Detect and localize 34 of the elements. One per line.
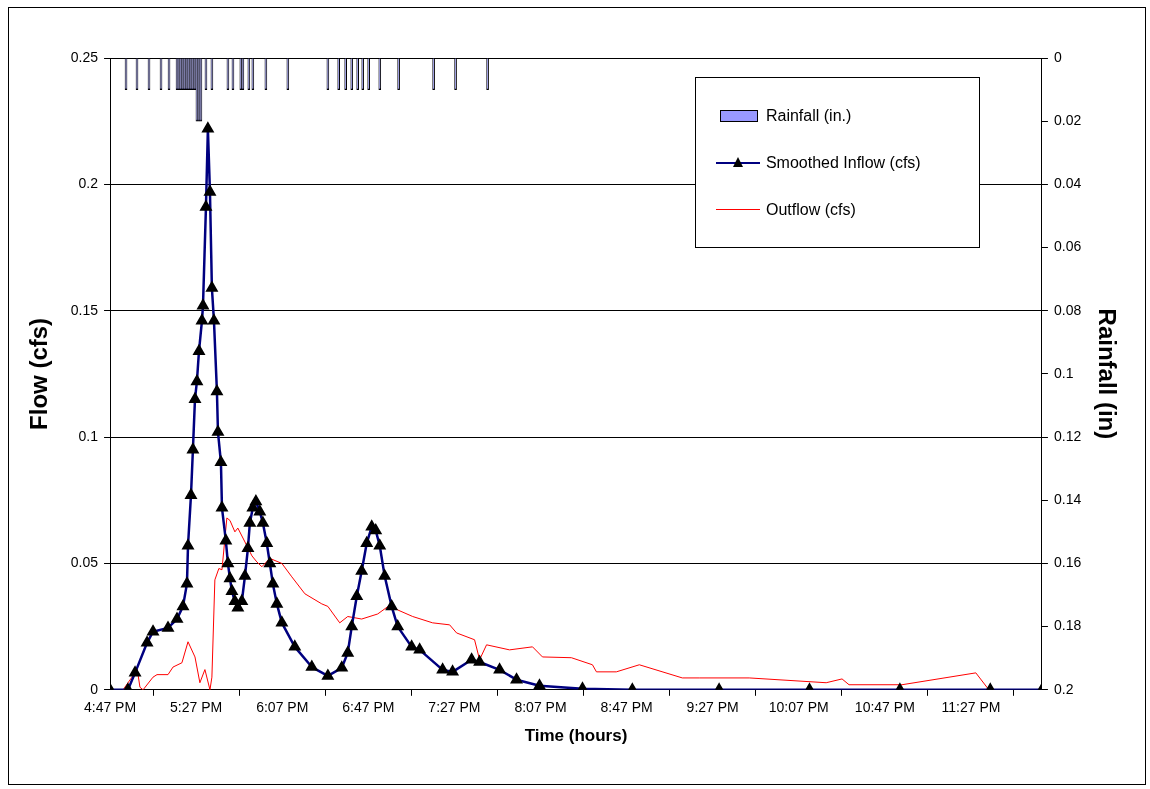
x-tick-label: 4:47 PM xyxy=(83,699,137,716)
y2-tick-label: 0.18 xyxy=(1053,617,1082,634)
legend-label: Outflow (cfs) xyxy=(765,200,856,219)
y2-tick-label: 0.14 xyxy=(1053,491,1082,508)
y2-tick-label: 0.2 xyxy=(1053,680,1074,697)
y2-tick-label: 0.1 xyxy=(1053,364,1074,381)
legend-label: Smoothed Inflow (cfs) xyxy=(765,153,921,172)
y-tick-label: 0.2 xyxy=(78,175,99,192)
y-tick-label: 0.15 xyxy=(70,301,99,318)
y2-tick-label: 0.04 xyxy=(1053,175,1082,192)
y-tick-label: 0.1 xyxy=(78,427,99,444)
y-tick-label: 0.05 xyxy=(70,554,99,571)
y2-tick-label: 0.02 xyxy=(1053,112,1082,129)
x-tick-label: 7:27 PM xyxy=(428,699,481,716)
x-tick-label: 11:27 PM xyxy=(941,699,1001,716)
x-tick-label: 5:27 PM xyxy=(170,699,223,716)
y-tick-label: 0.25 xyxy=(70,48,99,65)
y2-tick-label: 0.06 xyxy=(1053,238,1082,255)
x-tick-label: 9:27 PM xyxy=(686,699,739,716)
x-tick-label: 10:07 PM xyxy=(768,699,829,716)
x-tick-label: 6:07 PM xyxy=(256,699,309,716)
y2-tick-label: 0.12 xyxy=(1053,427,1082,444)
x-tick-label: 10:47 PM xyxy=(854,699,915,716)
x-tick-label: 8:07 PM xyxy=(514,699,567,716)
y-axis-title: Flow (cfs) xyxy=(25,317,53,430)
x-axis-title: Time (hours) xyxy=(524,726,628,746)
legend-label: Rainfall (in.) xyxy=(765,106,852,125)
y2-tick-label: 0 xyxy=(1053,48,1062,65)
y2-axis-title: Rainfall (in) xyxy=(1093,308,1121,440)
y2-tick-label: 0.16 xyxy=(1053,554,1082,571)
y2-tick-label: 0.08 xyxy=(1053,301,1082,318)
x-tick-label: 8:47 PM xyxy=(600,699,653,716)
y-tick-label: 0 xyxy=(90,680,99,697)
x-tick-label: 6:47 PM xyxy=(342,699,395,716)
